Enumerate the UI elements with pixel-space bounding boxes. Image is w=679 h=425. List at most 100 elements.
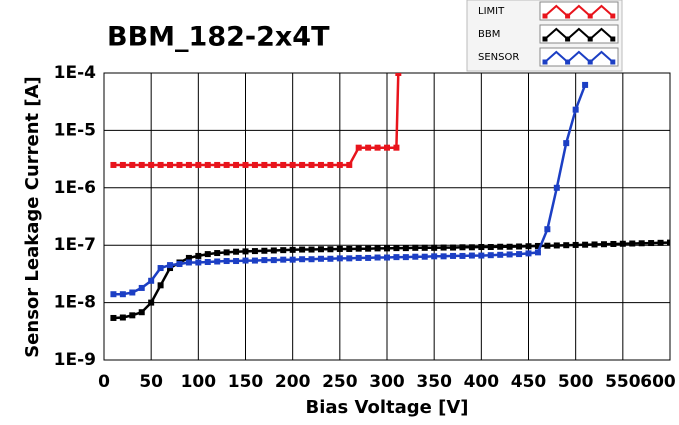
data-point xyxy=(299,246,306,253)
legend-marker xyxy=(565,13,571,19)
data-point xyxy=(582,241,589,248)
data-point xyxy=(327,255,334,262)
data-point xyxy=(395,73,402,76)
data-point xyxy=(119,161,126,168)
data-point xyxy=(270,257,277,264)
legend-marker xyxy=(565,59,571,65)
data-point xyxy=(431,253,438,260)
data-point xyxy=(563,242,570,249)
data-point xyxy=(336,255,343,262)
data-point xyxy=(384,254,390,261)
data-point xyxy=(355,254,362,261)
data-point xyxy=(280,247,287,254)
data-point xyxy=(110,314,117,321)
data-point xyxy=(148,299,155,306)
data-point xyxy=(261,247,268,254)
data-point xyxy=(195,259,202,266)
data-point xyxy=(233,161,240,168)
data-point xyxy=(167,161,174,168)
x-tick-label: 50 xyxy=(139,372,163,392)
data-point xyxy=(525,243,532,250)
data-point xyxy=(299,161,306,168)
data-point xyxy=(572,106,579,113)
data-point xyxy=(280,161,287,168)
x-tick-label: 200 xyxy=(275,372,311,392)
data-point xyxy=(261,161,268,168)
legend-marker xyxy=(587,13,593,19)
data-point xyxy=(270,247,277,254)
legend-marker xyxy=(610,59,616,65)
data-point xyxy=(553,184,560,191)
data-point xyxy=(440,244,447,251)
y-tick-label: 1E-6 xyxy=(54,178,96,198)
data-point xyxy=(478,244,485,251)
data-point xyxy=(384,245,390,252)
data-point xyxy=(516,251,523,258)
legend-swatch xyxy=(544,50,614,64)
data-point xyxy=(308,256,315,263)
data-point xyxy=(450,244,457,251)
data-point xyxy=(214,258,221,265)
data-point xyxy=(261,257,268,264)
data-point xyxy=(138,284,145,291)
data-point xyxy=(270,161,277,168)
y-tick-label: 1E-4 xyxy=(54,63,96,83)
data-point xyxy=(242,257,249,264)
data-point xyxy=(506,251,513,258)
data-point xyxy=(280,256,287,263)
data-point xyxy=(346,161,353,168)
data-point xyxy=(176,261,183,268)
data-point xyxy=(412,244,419,251)
data-point xyxy=(214,250,221,257)
data-point xyxy=(629,240,636,247)
data-point xyxy=(384,144,390,151)
data-point xyxy=(506,243,513,250)
data-point xyxy=(402,245,409,252)
x-tick-label: 550 xyxy=(605,372,641,392)
data-point xyxy=(195,252,202,259)
data-point xyxy=(534,242,541,249)
data-point xyxy=(610,240,617,247)
data-point xyxy=(393,144,400,151)
y-tick-label: 1E-9 xyxy=(54,350,96,370)
data-point xyxy=(591,241,598,248)
chart-title: BBM_182-2x4T xyxy=(107,22,330,53)
data-point xyxy=(346,245,353,252)
data-point xyxy=(157,161,164,168)
data-point xyxy=(402,254,409,261)
data-point xyxy=(572,241,579,248)
data-point xyxy=(129,289,136,296)
legend-label: BBM xyxy=(478,29,500,40)
data-point xyxy=(600,241,607,248)
data-point xyxy=(365,245,372,252)
data-point xyxy=(119,291,126,298)
data-point xyxy=(582,81,589,88)
data-point xyxy=(478,252,485,259)
data-point xyxy=(563,140,570,147)
data-point xyxy=(308,161,315,168)
data-point xyxy=(138,161,145,168)
data-point xyxy=(185,254,192,261)
data-point xyxy=(185,161,192,168)
data-point xyxy=(251,257,258,264)
data-point xyxy=(516,243,523,250)
data-point xyxy=(110,291,117,298)
y-tick-label: 1E-7 xyxy=(54,235,96,255)
data-point xyxy=(317,161,324,168)
data-point xyxy=(233,258,240,265)
data-point xyxy=(185,259,192,266)
data-point xyxy=(544,226,551,233)
data-point xyxy=(327,161,334,168)
data-point xyxy=(167,262,174,269)
data-point xyxy=(365,144,372,151)
data-point xyxy=(657,239,664,246)
data-point xyxy=(223,258,230,265)
data-point xyxy=(129,161,136,168)
x-tick-label: 250 xyxy=(322,372,358,392)
x-axis-label: Bias Voltage [V] xyxy=(306,397,469,418)
data-point xyxy=(317,246,324,253)
data-point xyxy=(365,254,372,261)
data-point xyxy=(468,244,475,251)
data-point xyxy=(289,246,296,253)
